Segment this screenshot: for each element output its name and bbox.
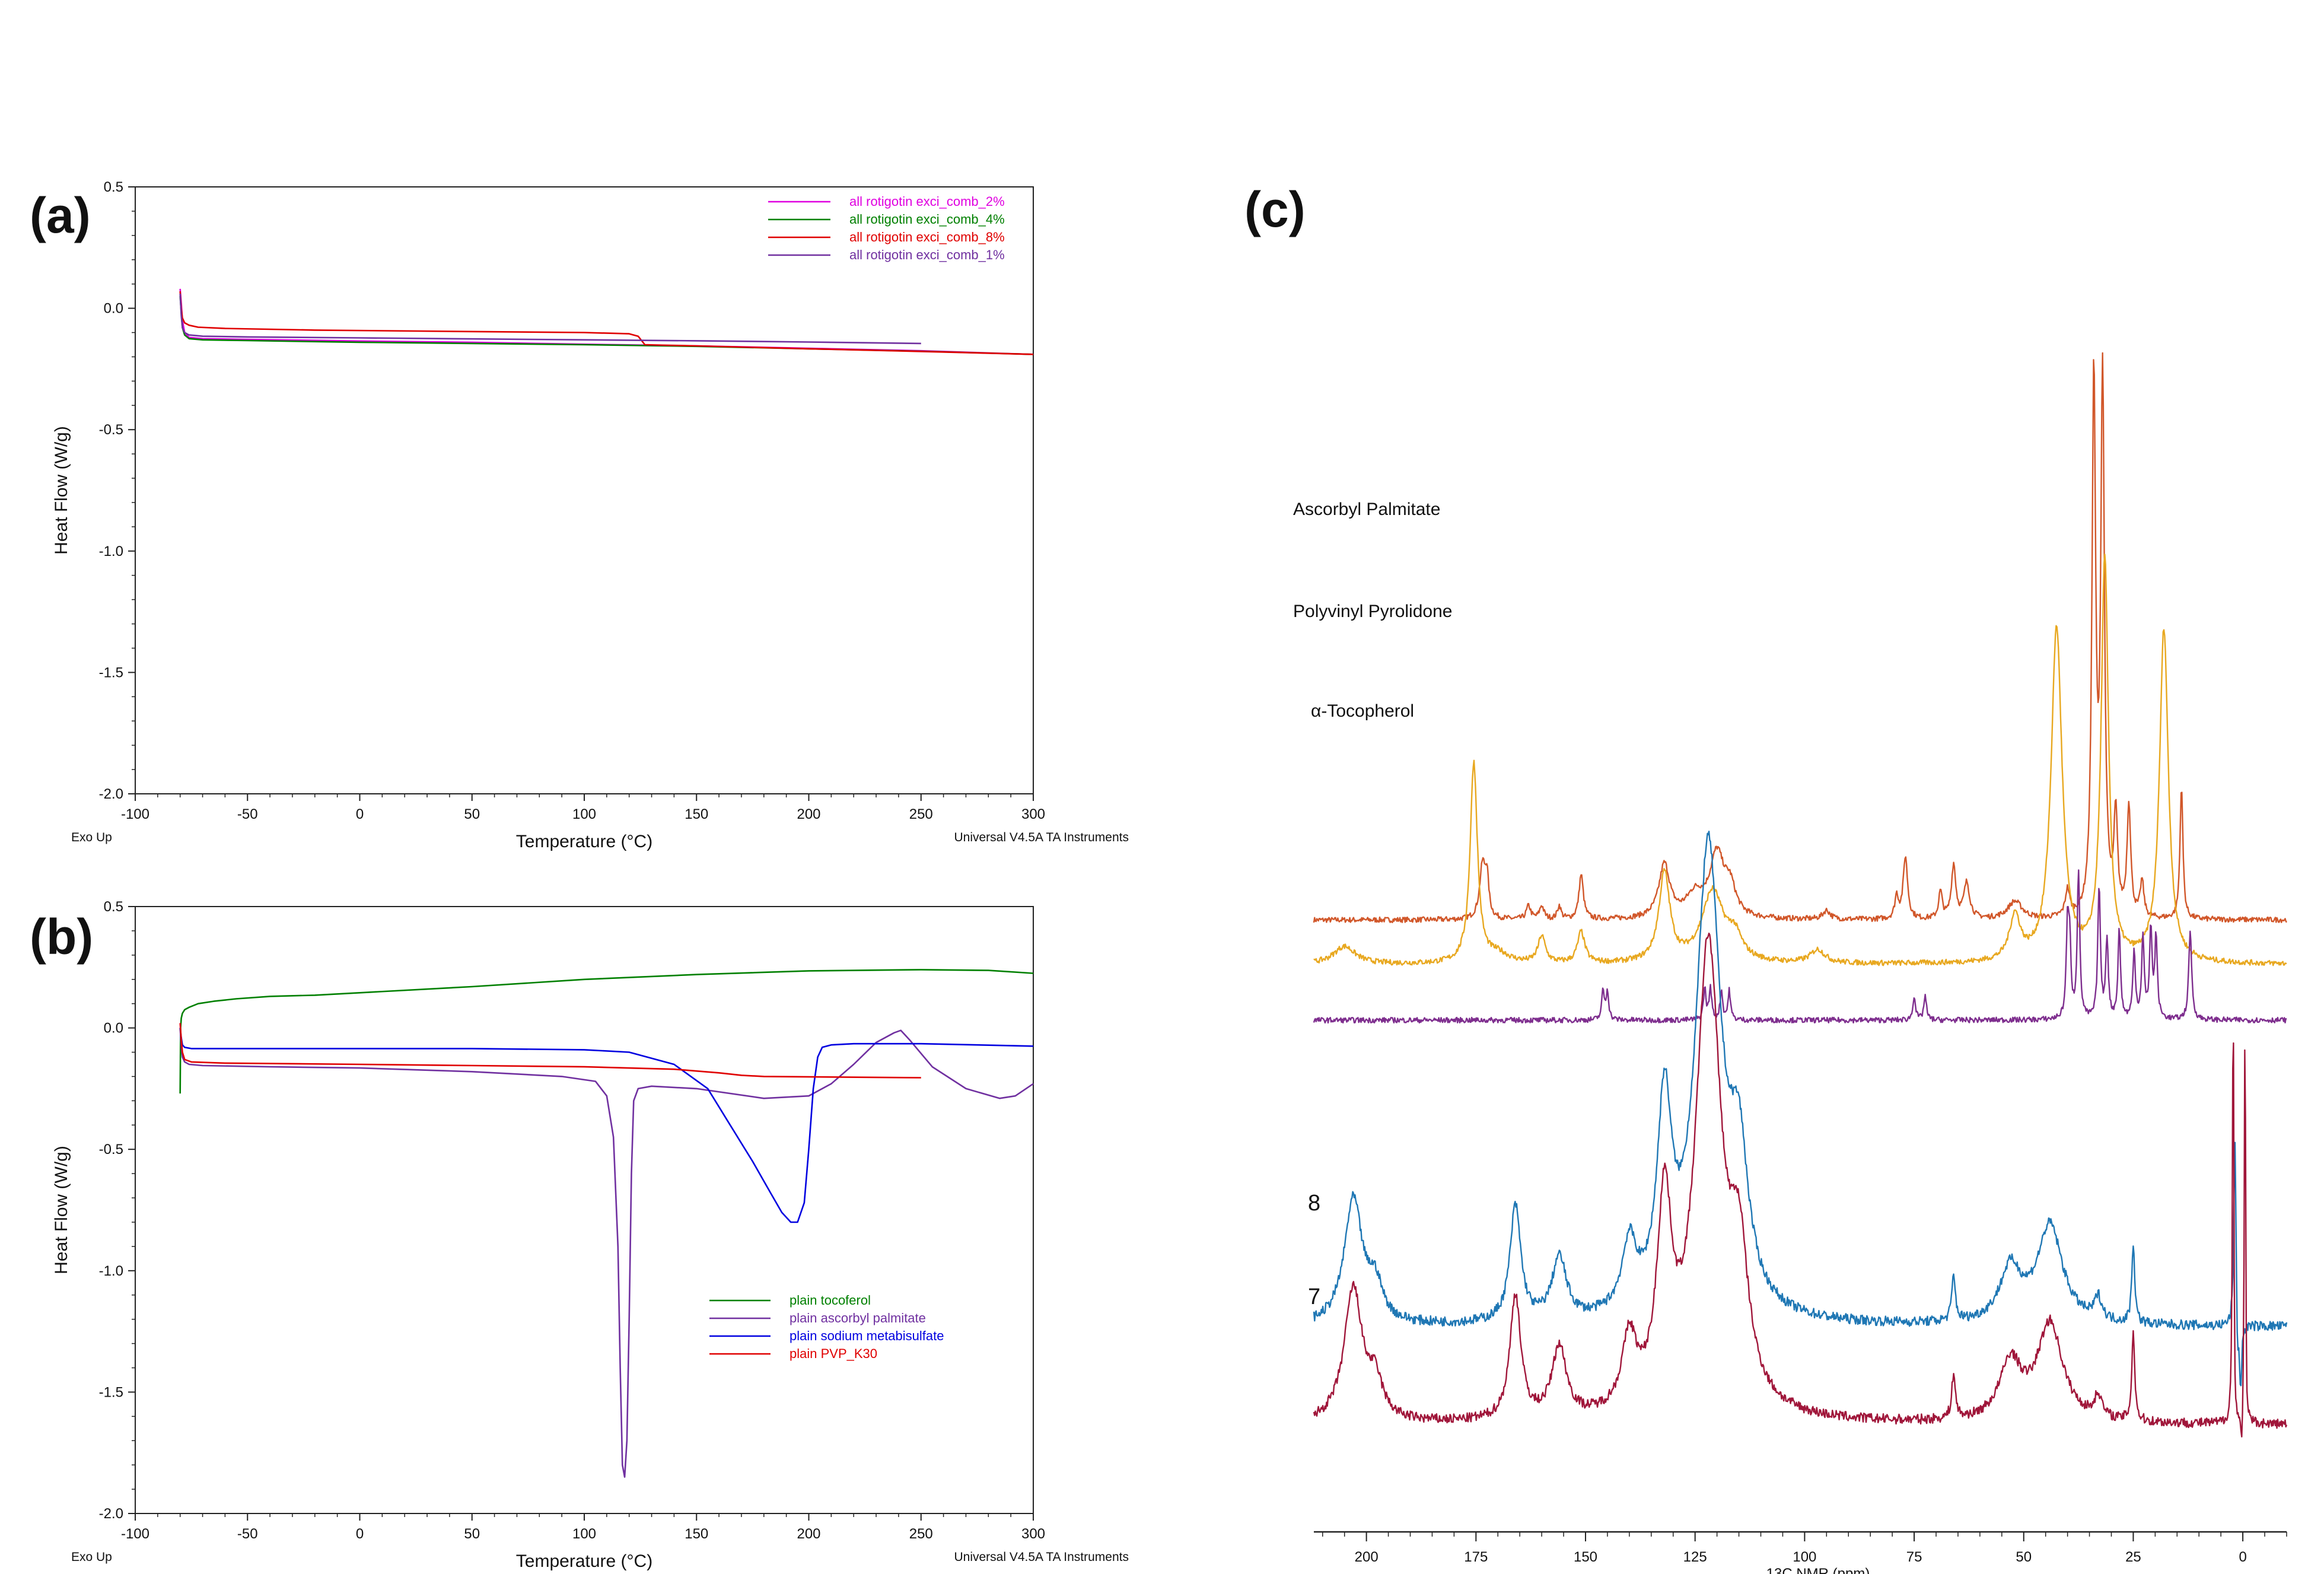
x-tick-label: 300: [1021, 806, 1045, 822]
spectrum-label: Polyvinyl Pyrolidone: [1293, 602, 1452, 621]
panel-a-label: (a): [30, 187, 91, 243]
y-axis-label: Heat Flow (W/g): [52, 1146, 71, 1274]
y-axis-label: Heat Flow (W/g): [52, 426, 71, 555]
y-tick-label: 0.5: [104, 179, 123, 195]
series-line-b-2: [179, 1028, 1034, 1223]
spectrum-3: [1313, 831, 2288, 1387]
x-tick-label: 0: [2239, 1549, 2246, 1565]
x-tick-label: 150: [1574, 1549, 1597, 1565]
spectrum-4: [1313, 932, 2288, 1438]
x-tick-label: 200: [797, 806, 820, 822]
y-tick-label: 0.0: [104, 301, 123, 317]
y-tick-label: -0.5: [99, 422, 123, 438]
x-tick-label: 100: [572, 1526, 596, 1542]
series-line-b-0: [179, 969, 1034, 1094]
footer-instrument: Universal V4.5A TA Instruments: [954, 831, 1129, 844]
x-tick-label: 100: [572, 806, 596, 822]
x-tick-label: 0: [356, 1526, 364, 1542]
panel-c-label: (c): [1244, 182, 1306, 237]
legend-entry: all rotigotin exci_comb_4%: [849, 212, 1005, 227]
plot-frame-a: [135, 186, 1034, 794]
spectrum-label: 7: [1308, 1284, 1320, 1309]
x-axis-label: Temperature (°C): [516, 832, 652, 851]
series-line-a-2: [179, 291, 1034, 355]
y-tick-label: -1.0: [99, 543, 123, 559]
x-tick-label: 300: [1021, 1526, 1045, 1542]
x-tick-label: -100: [121, 806, 149, 822]
y-tick-label: 0.5: [104, 899, 123, 915]
x-axis-label: 13C NMR (ppm): [1766, 1566, 1870, 1574]
y-tick-label: -1.0: [99, 1263, 123, 1279]
footer-exo-up: Exo Up: [71, 1550, 112, 1564]
legend-entry: plain sodium metabisulfate: [789, 1328, 944, 1343]
y-tick-label: -2.0: [99, 1506, 123, 1522]
y-tick-label: 0.0: [104, 1020, 123, 1036]
legend-entry: all rotigotin exci_comb_2%: [849, 194, 1005, 209]
x-tick-label: 200: [797, 1526, 820, 1542]
legend-entry: all rotigotin exci_comb_1%: [849, 247, 1005, 262]
legend-entry: plain PVP_K30: [789, 1346, 877, 1361]
chart-c: 200 175 150 125 100 75 50 25 0 13C NMR (ppm) Ascor…: [1293, 352, 2288, 1574]
spectrum-label: Ascorbyl Palmitate: [1293, 500, 1440, 519]
x-tick-label: 50: [2016, 1549, 2032, 1565]
x-tick-label: 50: [464, 806, 480, 822]
chart-b: -100 -50 0 50 100 150 200 250 300 0.5 0.0 -0.5 -1.0 -…: [52, 899, 1129, 1571]
footer-exo-up: Exo Up: [71, 831, 112, 844]
x-tick-label: 150: [685, 1526, 708, 1542]
footer-instrument: Universal V4.5A TA Instruments: [954, 1550, 1129, 1564]
series-line-b-1: [179, 1028, 1034, 1478]
y-tick-label: -1.5: [99, 664, 123, 681]
x-tick-label: 125: [1683, 1549, 1707, 1565]
x-tick-label: -100: [121, 1526, 149, 1542]
x-tick-label: 200: [1355, 1549, 1379, 1565]
panel-b-label: (b): [30, 909, 93, 965]
x-tick-label: 250: [909, 1526, 933, 1542]
x-tick-label: 100: [1793, 1549, 1816, 1565]
x-tick-label: 25: [2125, 1549, 2141, 1565]
y-tick-label: -1.5: [99, 1384, 123, 1400]
spectrum-1: [1313, 554, 2287, 966]
series-line-a-1: [179, 296, 1034, 355]
x-tick-label: -50: [237, 1526, 258, 1542]
legend-entry: all rotigotin exci_comb_8%: [849, 230, 1005, 244]
spectrum-label: 8: [1308, 1191, 1320, 1216]
x-axis-label: Temperature (°C): [516, 1551, 652, 1571]
series-line-a-3: [179, 293, 921, 345]
spectrum-2: [1313, 869, 2287, 1024]
spectrum-label: α-Tocopherol: [1311, 701, 1414, 721]
y-tick-label: -2.0: [99, 786, 123, 802]
spectrum-0: [1313, 352, 2288, 923]
x-tick-label: 150: [685, 806, 708, 822]
plot-frame-b: [135, 906, 1034, 1514]
x-tick-label: 250: [909, 806, 933, 822]
x-tick-label: 0: [356, 806, 364, 822]
x-tick-label: -50: [237, 806, 258, 822]
x-tick-label: 50: [464, 1526, 480, 1542]
legend-entry: plain ascorbyl palmitate: [789, 1311, 926, 1325]
legend-entry: plain tocoferol: [789, 1293, 871, 1308]
chart-a: -100 -50 0 50 100 150 200 250 300 0.5 0.0 -0.5 -1.0 -…: [52, 179, 1129, 851]
x-tick-label: 175: [1464, 1549, 1488, 1565]
series-line-b-3: [179, 1023, 921, 1079]
x-tick-label: 75: [1906, 1549, 1922, 1565]
y-tick-label: -0.5: [99, 1141, 123, 1158]
